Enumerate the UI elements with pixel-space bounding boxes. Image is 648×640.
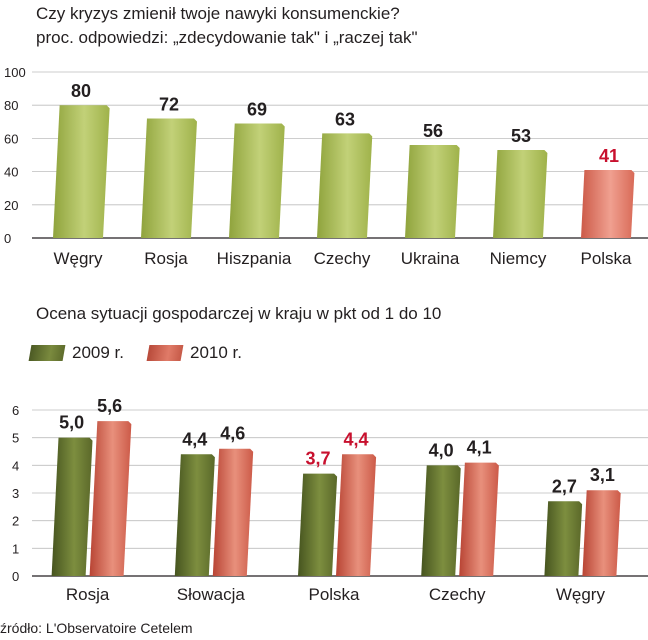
chart2-tick-label: 0 xyxy=(12,569,19,584)
chart1-category-label: Węgry xyxy=(53,249,103,268)
chart2-tick-label: 4 xyxy=(12,458,19,473)
chart2-tick-label: 5 xyxy=(12,431,19,446)
chart1-category-label: Rosja xyxy=(144,249,188,268)
chart2-value-label: 4,1 xyxy=(467,438,492,458)
chart1-tick-label: 60 xyxy=(4,131,18,146)
chart2-category-label: Słowacja xyxy=(177,585,246,604)
chart2-value-label: 4,6 xyxy=(220,424,245,444)
chart1-tick-label: 100 xyxy=(4,65,26,80)
chart1-tick-label: 40 xyxy=(4,165,18,180)
chart1-bar-hiszpania xyxy=(229,123,285,238)
chart2-bar-polska-2010-r- xyxy=(336,454,377,576)
chart2-category-label: Rosja xyxy=(66,585,110,604)
chart2-category-label: Czechy xyxy=(429,585,486,604)
source-note: źródło: L'Observatoire Cetelem xyxy=(0,620,193,636)
chart2-value-label: 3,7 xyxy=(305,449,330,469)
chart1-tick-label: 0 xyxy=(4,231,11,246)
chart2-value-label: 5,6 xyxy=(97,396,122,416)
chart1-tick-label: 20 xyxy=(4,198,18,213)
chart2-value-label: 4,0 xyxy=(429,440,454,460)
chart1-value-label: 72 xyxy=(159,94,179,114)
chart1-value-label: 53 xyxy=(511,126,531,146)
chart2-tick-label: 3 xyxy=(12,486,19,501)
chart2-value-label: 5,0 xyxy=(59,413,84,433)
chart2-category-label: Polska xyxy=(308,585,360,604)
chart1-bar-polska xyxy=(581,169,635,238)
chart2-bar-czechy-2010-r- xyxy=(459,462,499,576)
chart2-title: Ocena sytuacji gospodarczej w kraju w pk… xyxy=(36,304,442,323)
chart2-bar-polska-2009-r- xyxy=(298,473,338,576)
chart2-category-label: Węgry xyxy=(556,585,606,604)
chart1-category-label: Czechy xyxy=(314,249,371,268)
chart2-tick-label: 1 xyxy=(12,541,19,556)
chart2-value-label: 3,1 xyxy=(590,465,615,485)
chart2-tick-label: 6 xyxy=(12,403,19,418)
chart1-title: Czy kryzys zmienił twoje nawyki konsumen… xyxy=(36,4,400,23)
chart1-category-label: Hiszpania xyxy=(217,249,292,268)
chart2-value-label: 4,4 xyxy=(182,429,207,449)
legend-label-2010: 2010 r. xyxy=(190,343,242,362)
legend-label-2009: 2009 r. xyxy=(72,343,124,362)
chart1-bar-niemcy xyxy=(493,150,548,238)
chart2-bar-czechy-2009-r- xyxy=(421,465,461,576)
chart1-category-label: Polska xyxy=(580,249,632,268)
chart2-bar-wegry-2009-r- xyxy=(544,501,583,576)
chart1-value-label: 80 xyxy=(71,81,91,101)
chart2-value-label: 4,4 xyxy=(343,429,368,449)
legend-item-2010: 2010 r. xyxy=(146,342,242,364)
chart2-bar-slowacja-2010-r- xyxy=(212,448,254,576)
chart1-bar-ukraina xyxy=(405,145,460,238)
chart2-tick-label: 2 xyxy=(12,514,19,529)
chart2-value-label: 2,7 xyxy=(552,476,577,496)
chart1-subtitle: proc. odpowiedzi: „zdecydowanie tak" i „… xyxy=(36,28,418,47)
chart1-bar-czechy xyxy=(317,133,373,238)
chart1-bar-rosja xyxy=(141,118,197,238)
chart1-value-label: 63 xyxy=(335,109,355,129)
chart1-category-label: Ukraina xyxy=(401,249,460,268)
chart1-bar-wegry xyxy=(53,105,110,238)
chart2-bar-rosja-2009-r- xyxy=(51,437,93,576)
chart1-tick-label: 80 xyxy=(4,98,18,113)
chart2-bar-wegry-2010-r- xyxy=(582,490,621,576)
legend-item-2009: 2009 r. xyxy=(28,342,124,364)
chart1-value-label: 56 xyxy=(423,121,443,141)
chart1-value-label: 69 xyxy=(247,99,267,119)
chart2-bar-rosja-2010-r- xyxy=(89,421,132,576)
chart1-category-label: Niemcy xyxy=(490,249,547,268)
chart1-value-label: 41 xyxy=(599,146,619,166)
chart2-bar-slowacja-2009-r- xyxy=(174,454,215,576)
